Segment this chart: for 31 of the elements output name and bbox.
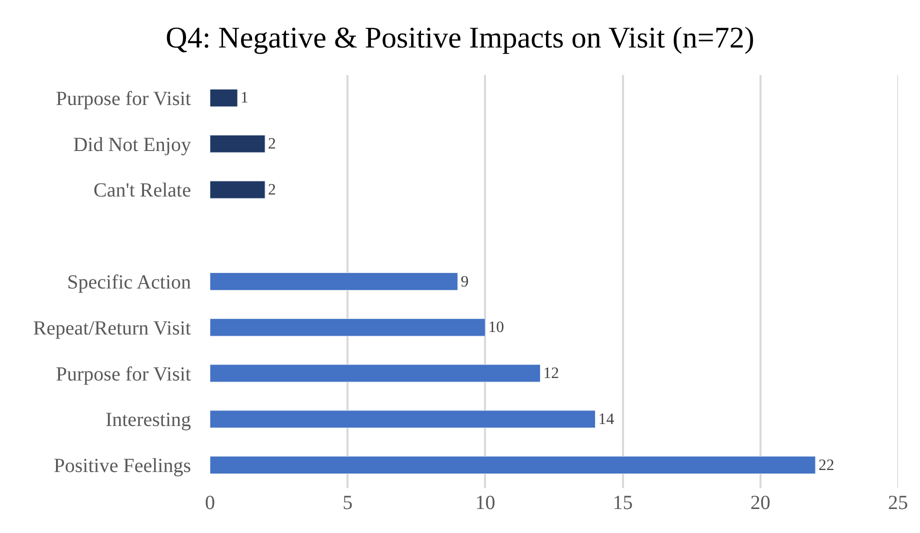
data-label: 14 <box>598 410 614 428</box>
data-label: 22 <box>818 456 834 474</box>
y-tick-label: Purpose for Visit <box>56 363 192 386</box>
x-tick-label: 25 <box>888 492 908 514</box>
bar <box>210 456 816 474</box>
data-label: 1 <box>240 90 248 107</box>
x-tick-label: 15 <box>612 492 633 514</box>
bar <box>210 134 266 153</box>
bar <box>210 180 266 199</box>
y-tick-label: Did Not Enjoy <box>73 134 191 156</box>
bar <box>210 272 458 290</box>
data-label: 2 <box>268 136 276 153</box>
data-label: 12 <box>543 365 560 382</box>
y-tick-label: Purpose for Visit <box>56 88 192 110</box>
bar <box>210 318 486 336</box>
data-label: 10 <box>488 319 504 336</box>
x-tick-label: 10 <box>475 492 496 514</box>
y-tick-label: Can't Relate <box>94 180 192 202</box>
bar <box>210 88 238 107</box>
y-tick-label: Specific Action <box>67 272 191 294</box>
data-label: 2 <box>268 181 276 198</box>
x-tick-label: 20 <box>750 492 770 514</box>
y-tick-label: Repeat/Return Visit <box>33 317 192 340</box>
x-tick-label: 5 <box>342 492 353 514</box>
bar <box>210 364 540 382</box>
chart-title: Q4: Negative & Positive Impacts on Visit (n=72) <box>166 22 754 55</box>
y-tick-label: Interesting <box>105 409 191 432</box>
bar <box>210 410 596 428</box>
data-label: 9 <box>460 273 469 290</box>
x-tick-label: 0 <box>205 492 215 514</box>
y-tick-label: Positive Feelings <box>54 455 192 478</box>
